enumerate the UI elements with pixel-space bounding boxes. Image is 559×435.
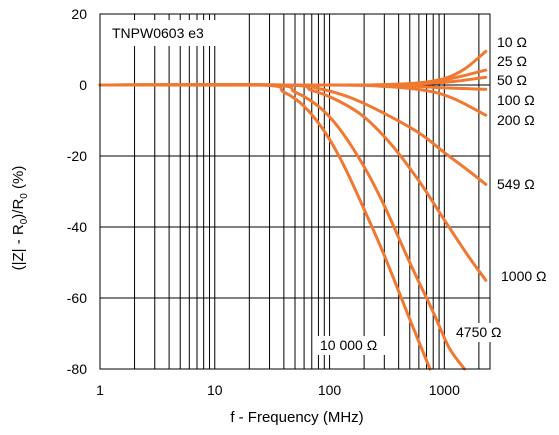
series-label: 1000 Ω [501,268,547,284]
annotation-box [106,20,234,46]
y-tick-label: 20 [71,6,87,22]
series-label-bg [317,336,390,355]
chart-annotation: TNPW0603 e3 [112,25,204,41]
series-label: 50 Ω [497,72,527,88]
series-line [98,83,488,282]
series-labels: 10 Ω 25 Ω 50 Ω 100 Ω 200 Ω 549 Ω 1000 Ω 4750 Ω 1… [317,34,547,355]
y-axis-title: (|Z| - R0)/R0 (%) [10,165,30,271]
x-tick-label: 1000 [429,382,460,398]
y-tick-label: -60 [67,290,87,306]
y-tick-label: -20 [67,148,87,164]
y-tick-labels: 20 0 -20 -40 -60 -80 [67,6,87,377]
grid [100,14,490,369]
series-lines [98,49,488,371]
series-line [98,83,488,186]
y-tick-label: 0 [79,77,87,93]
plot-frame [99,13,491,370]
series-label: 549 Ω [497,176,535,192]
y-tick-label: -80 [67,361,87,377]
x-tick-label: 1 [96,382,104,398]
x-tick-label: 10 [207,382,223,398]
series-label: 4750 Ω [456,324,502,340]
x-tick-labels: 1 10 100 1000 [96,382,460,398]
series-label: 10 000 Ω [320,337,377,353]
series-line [98,82,432,371]
series-label-bg [453,323,509,342]
series-label: 25 Ω [497,53,527,69]
series-label: 100 Ω [497,92,535,108]
y-tick-label: -40 [67,219,87,235]
series-line [98,49,488,87]
series-label: 200 Ω [497,112,535,128]
x-tick-label: 100 [318,382,342,398]
series-label: 10 Ω [497,34,527,50]
x-axis-title: f - Frequency (MHz) [230,409,363,426]
